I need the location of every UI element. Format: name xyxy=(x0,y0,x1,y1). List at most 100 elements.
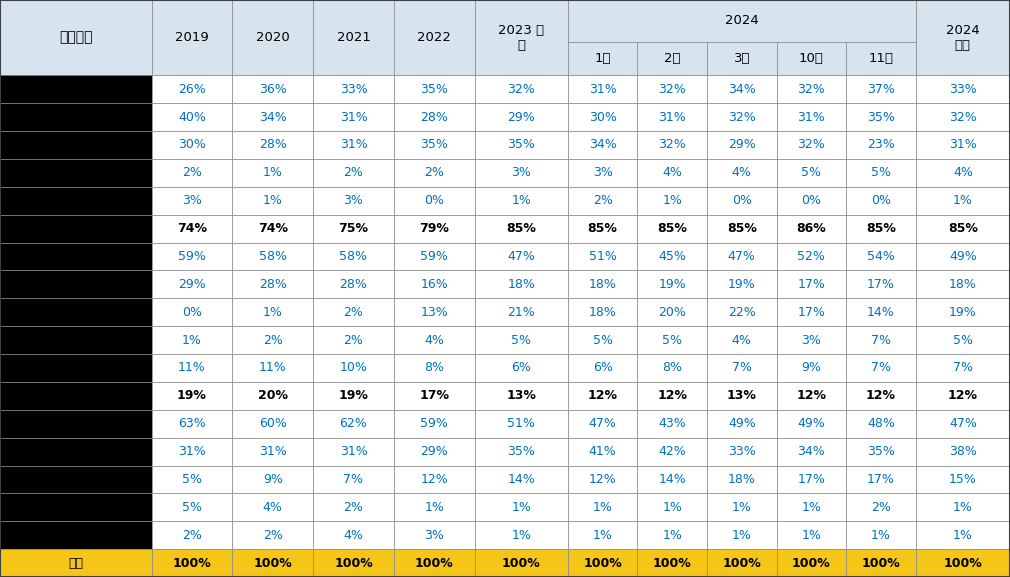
Bar xyxy=(568,549,637,577)
Bar xyxy=(707,549,777,577)
Text: 5%: 5% xyxy=(511,334,531,347)
Text: 31%: 31% xyxy=(259,445,287,458)
Text: 1%: 1% xyxy=(424,501,444,514)
Text: 10%: 10% xyxy=(339,361,368,374)
Bar xyxy=(568,159,637,187)
Text: 31%: 31% xyxy=(659,111,686,123)
Text: 29%: 29% xyxy=(420,445,448,458)
Text: 12%: 12% xyxy=(589,473,616,486)
Text: 2季: 2季 xyxy=(664,52,681,65)
Text: 1%: 1% xyxy=(663,194,682,207)
Text: 7%: 7% xyxy=(732,361,751,374)
Text: 29%: 29% xyxy=(507,111,535,123)
Bar xyxy=(777,131,846,159)
Bar xyxy=(394,131,475,159)
Bar xyxy=(232,75,313,103)
Text: 52%: 52% xyxy=(798,250,825,263)
Bar xyxy=(152,103,232,131)
Text: 2022: 2022 xyxy=(417,31,451,44)
Text: 17%: 17% xyxy=(419,389,449,402)
Bar xyxy=(0,549,152,577)
Bar xyxy=(152,75,232,103)
Text: 4%: 4% xyxy=(424,334,444,347)
Bar xyxy=(0,466,152,493)
Text: 5%: 5% xyxy=(801,166,821,179)
Text: 18%: 18% xyxy=(728,473,755,486)
Text: 4%: 4% xyxy=(663,166,682,179)
Text: 13%: 13% xyxy=(420,306,448,319)
Bar xyxy=(475,298,568,326)
Text: 59%: 59% xyxy=(420,417,448,430)
Bar xyxy=(777,549,846,577)
Bar xyxy=(0,298,152,326)
Bar xyxy=(313,410,394,437)
Bar xyxy=(916,521,1010,549)
Text: 18%: 18% xyxy=(589,306,616,319)
Text: 0%: 0% xyxy=(871,194,891,207)
Text: 1%: 1% xyxy=(871,529,891,542)
Text: 1%: 1% xyxy=(182,334,202,347)
Text: 1%: 1% xyxy=(952,529,973,542)
Bar xyxy=(475,493,568,521)
Bar xyxy=(568,410,637,437)
Bar xyxy=(846,131,916,159)
Text: 28%: 28% xyxy=(339,278,368,291)
Bar xyxy=(707,466,777,493)
Text: 2%: 2% xyxy=(593,194,613,207)
Bar xyxy=(313,75,394,103)
Bar xyxy=(846,549,916,577)
Text: 100%: 100% xyxy=(792,557,831,569)
Text: 100%: 100% xyxy=(502,557,540,569)
Bar xyxy=(152,271,232,298)
Bar xyxy=(846,326,916,354)
Text: 0%: 0% xyxy=(424,194,444,207)
Text: 31%: 31% xyxy=(339,111,368,123)
Text: 2021: 2021 xyxy=(336,31,371,44)
Text: 5%: 5% xyxy=(593,334,613,347)
Text: 9%: 9% xyxy=(263,473,283,486)
Bar xyxy=(313,0,394,75)
Bar xyxy=(394,103,475,131)
Text: 2%: 2% xyxy=(263,334,283,347)
Text: 17%: 17% xyxy=(798,473,825,486)
Text: 22%: 22% xyxy=(728,306,755,319)
Bar xyxy=(475,271,568,298)
Bar xyxy=(846,159,916,187)
Bar xyxy=(475,521,568,549)
Bar xyxy=(313,131,394,159)
Text: 42%: 42% xyxy=(659,445,686,458)
Text: 20%: 20% xyxy=(659,306,686,319)
Bar xyxy=(846,75,916,103)
Bar xyxy=(707,298,777,326)
Bar xyxy=(0,159,152,187)
Text: 48%: 48% xyxy=(867,417,895,430)
Text: 32%: 32% xyxy=(507,83,535,96)
Bar xyxy=(152,187,232,215)
Bar xyxy=(0,521,152,549)
Text: 33%: 33% xyxy=(949,83,977,96)
Bar xyxy=(232,271,313,298)
Bar xyxy=(313,549,394,577)
Text: 34%: 34% xyxy=(728,83,755,96)
Text: 49%: 49% xyxy=(798,417,825,430)
Bar xyxy=(707,326,777,354)
Bar xyxy=(475,159,568,187)
Bar xyxy=(637,549,707,577)
Bar xyxy=(568,354,637,382)
Text: 29%: 29% xyxy=(728,138,755,151)
Text: 17%: 17% xyxy=(867,278,895,291)
Bar xyxy=(777,187,846,215)
Bar xyxy=(707,410,777,437)
Text: 4%: 4% xyxy=(732,166,751,179)
Text: 11%: 11% xyxy=(178,361,206,374)
Bar xyxy=(0,187,152,215)
Bar xyxy=(0,437,152,466)
Bar xyxy=(707,382,777,410)
Text: 33%: 33% xyxy=(339,83,368,96)
Text: 14%: 14% xyxy=(507,473,535,486)
Text: 86%: 86% xyxy=(797,222,826,235)
Text: 12%: 12% xyxy=(947,389,978,402)
Bar xyxy=(777,103,846,131)
Text: 7%: 7% xyxy=(952,361,973,374)
Text: 13%: 13% xyxy=(727,389,756,402)
